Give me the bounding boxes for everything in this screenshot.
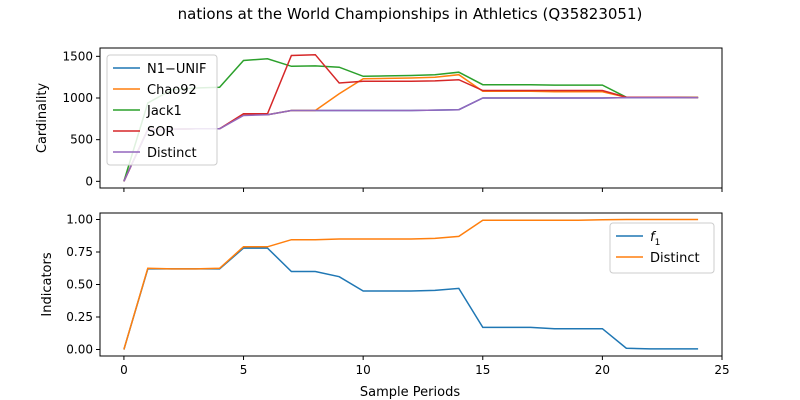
legend-label-0-2: Jack1 [146, 104, 182, 119]
y-tick-label-0-1: 500 [70, 133, 93, 147]
y-axis-label-0: Cardinality [35, 83, 50, 154]
x-tick-label-4: 20 [595, 363, 610, 377]
legend-label-1-1: Distinct [650, 251, 700, 266]
x-axis-label: Sample Periods [360, 385, 460, 400]
legend-label-0-0: N1−UNIF [147, 62, 206, 77]
legend-label-1-0: f1 [650, 230, 660, 248]
y-axis-label-1: Indicators [40, 252, 55, 316]
indicators-plot: 0 5 10 15 20 25 0.00 0.25 0.50 0.75 1.00 Indicators… [40, 212, 730, 377]
y-tick-label-1-1: 0.25 [66, 310, 93, 324]
x-tick-label-5: 25 [714, 363, 729, 377]
y-tick-label-0-2: 1000 [62, 91, 93, 105]
y-tick-label-1-0: 0.00 [66, 343, 93, 357]
series-line-0-4 [123, 96, 699, 182]
legend-label-0-1: Chao92 [147, 83, 197, 98]
legend-box-0 [106, 54, 218, 166]
y-tick-label-1-4: 1.00 [66, 213, 93, 227]
series-line-1-1 [123, 218, 699, 350]
y-tick-label-0-3: 1500 [62, 49, 93, 63]
plot-frame-0 [99, 47, 723, 189]
x-tick-label-0: 0 [120, 363, 128, 377]
y-tick-label-0-0: 0 [85, 174, 93, 188]
legend-label-0-3: SOR [147, 125, 175, 140]
series-line-0-2 [123, 58, 699, 182]
x-tick-label-3: 15 [475, 363, 490, 377]
cardinality-plot: 0 500 1000 1500 Cardinality N1−UNIF Chao92 Jack… [35, 47, 723, 192]
y-tick-label-1-2: 0.50 [66, 278, 93, 292]
legend-label-0-4: Distinct [147, 146, 197, 161]
y-tick-label-1-3: 0.75 [66, 245, 93, 259]
x-tick-label-2: 10 [356, 363, 371, 377]
figure-title: nations at the World Championships in At… [178, 5, 643, 23]
x-tick-label-1: 5 [240, 363, 248, 377]
